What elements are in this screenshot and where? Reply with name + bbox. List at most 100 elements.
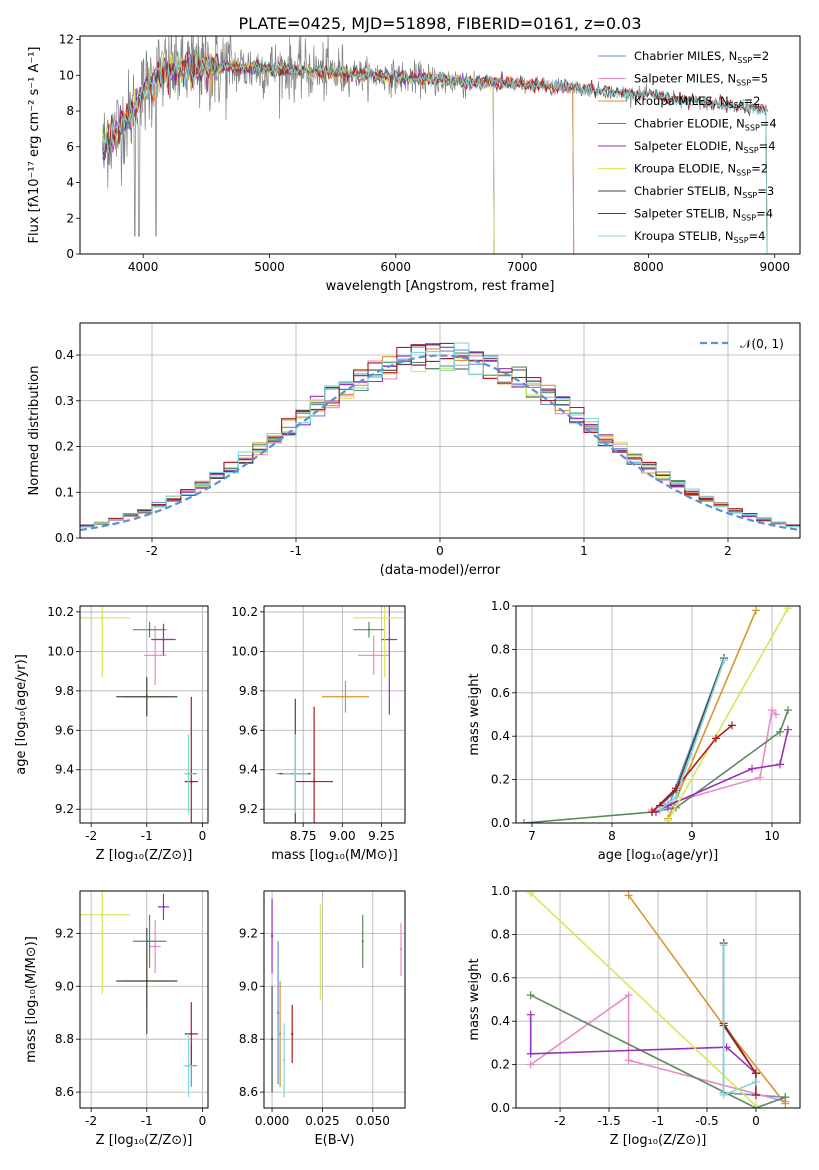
legend-label: Kroupa STELIB, NSSP=4 [634, 229, 765, 245]
histogram-salpeter-elodie [80, 343, 800, 526]
x-tick-label: 7000 [507, 260, 538, 274]
legend-subscript: SSP [734, 236, 749, 245]
data-point [388, 638, 391, 641]
series-marker [751, 1069, 760, 1078]
legend-label: Kroupa ELODIE, NSSP=2 [634, 162, 768, 178]
y-tick-label: 8.8 [239, 1032, 258, 1046]
y-tick-label: 0.8 [491, 927, 510, 941]
x-tick-label: 8 [608, 829, 616, 843]
legend-subscript: SSP [737, 56, 752, 65]
y-tick-label: 12 [59, 33, 74, 47]
series-line-kroupa-elodie [667, 607, 789, 822]
y-tick-label: 1.0 [491, 599, 510, 613]
data-point [312, 780, 316, 783]
y-tick-label: 10.0 [231, 644, 258, 658]
legend-subscript: SSP [741, 214, 756, 223]
legend-text: Salpeter ELODIE, N [634, 139, 744, 153]
x-tick-label: 8000 [633, 260, 664, 274]
series-marker [784, 706, 792, 715]
series-marker [752, 606, 760, 615]
x-tick-label: 0.025 [305, 1114, 339, 1128]
series-marker [526, 1049, 535, 1058]
data-point [291, 1032, 294, 1036]
x-tick-label: -2 [85, 1114, 97, 1128]
legend-suffix: =2 [752, 49, 769, 63]
axes-residual-histogram: -2 -1 0 1 2 0.0 0.1 0.2 0.3 0.4 (data-model)/error… [27, 322, 801, 578]
y-tick-label: 9.2 [239, 802, 258, 816]
y-axis-label: mass weight [467, 673, 482, 755]
y-tick-label: 0.2 [491, 1058, 510, 1072]
legend-text: Kroupa MILES, N [634, 94, 729, 108]
series-line-salpeter-stelib [651, 724, 733, 813]
x-tick-label: 4000 [128, 260, 159, 274]
x-tick-label: 0.000 [255, 1114, 289, 1128]
y-tick-label: 9.6 [239, 723, 258, 737]
series-line-kroupa-elodie [530, 892, 757, 1107]
legend-label: Salpeter ELODIE, NSSP=4 [634, 139, 776, 155]
y-tick-label: 9.4 [55, 763, 74, 777]
y-tick-label: 0.1 [55, 485, 74, 499]
y-axis-label: age [log₁₀(age/yr)] [14, 654, 29, 775]
legend-suffix: =4 [749, 229, 766, 243]
data-point [101, 616, 104, 620]
normal-reference-curve [80, 354, 800, 532]
axes-frame [263, 890, 406, 1109]
data-point [153, 945, 157, 948]
y-tick-label: 10.2 [47, 605, 74, 619]
data-point [399, 948, 403, 951]
legend-label: Chabrier MILES, NSSP=2 [634, 49, 769, 65]
data-point [372, 654, 375, 657]
plot-area-mass-weight-vs-Z [526, 891, 790, 1108]
y-tick-label: 0.8 [491, 642, 510, 656]
data-point [162, 638, 165, 641]
x-axis-label: E(B-V) [314, 1133, 354, 1148]
x-tick-label: 9000 [759, 260, 790, 274]
data-point [282, 1059, 286, 1062]
x-tick-label: 9.00 [329, 829, 356, 843]
y-tick-label: 10 [59, 68, 74, 82]
legend-suffix: =2 [751, 162, 768, 176]
y-tick-label: 0.3 [55, 394, 74, 408]
y-tick-label: 9.2 [239, 926, 258, 940]
x-tick-label: 0 [436, 544, 444, 558]
y-tick-label: 0.0 [55, 531, 74, 545]
x-axis-label: wavelength [Angstrom, rest frame] [326, 279, 555, 294]
x-tick-label: 0 [199, 829, 207, 843]
series-marker [728, 721, 736, 730]
legend-subscript: SSP [744, 146, 759, 155]
y-tick-label: 10.0 [47, 644, 74, 658]
x-tick-label: 9 [688, 829, 696, 843]
y-tick-label: 9.0 [55, 979, 74, 993]
y-tick-label: 8 [66, 104, 74, 118]
data-point [145, 695, 148, 698]
series-marker [776, 727, 784, 736]
axes-frame [263, 605, 406, 824]
series-line-salpeter-elodie [529, 1014, 757, 1074]
y-tick-label: 0.0 [491, 816, 510, 830]
legend-subscript: SSP [736, 79, 751, 88]
y-tick-label: 9.2 [55, 802, 74, 816]
series-marker [720, 656, 728, 665]
panel-mass-weight-vs-age: 7 8 9 10 0.0 0.2 0.4 0.6 0.8 1.0 age [log₁₀(age/yr… [467, 599, 801, 863]
series-marker [719, 941, 728, 950]
legend-text: Salpeter MILES, N [634, 72, 736, 86]
x-tick-label: 0 [752, 1114, 760, 1128]
legend-label: Kroupa MILES, NSSP=2 [634, 94, 760, 110]
axes-mass-vs-EBV: 0.000 0.025 0.050 8.6 8.8 9.0 9.2 E(B-V) [239, 890, 406, 1148]
x-tick-label: -2 [146, 544, 158, 558]
axes-age-vs-mass: 8.75 9.00 9.25 9.2 9.4 9.6 9.8 10.0 10.2 mass [lo… [231, 605, 406, 863]
y-axis-label: Flux [fλ10⁻¹⁷ erg cm⁻² s⁻¹ A⁻¹] [27, 47, 42, 244]
legend-suffix: =3 [757, 184, 774, 198]
series-marker [526, 1060, 535, 1069]
series-line-salpeter-miles [530, 993, 786, 1103]
legend-subscript: SSP [745, 124, 760, 133]
data-point [148, 628, 151, 631]
legend-suffix: =4 [760, 117, 777, 131]
legend-text: Salpeter STELIB, N [634, 207, 741, 221]
x-tick-label: 0.050 [356, 1114, 390, 1128]
y-tick-label: 9.8 [55, 684, 74, 698]
axes-spectrum: 4000 5000 6000 7000 8000 9000 0 2 4 6 8 10 12 wavelen… [27, 33, 801, 294]
data-point [383, 616, 386, 620]
x-tick-label: 2 [724, 544, 732, 558]
